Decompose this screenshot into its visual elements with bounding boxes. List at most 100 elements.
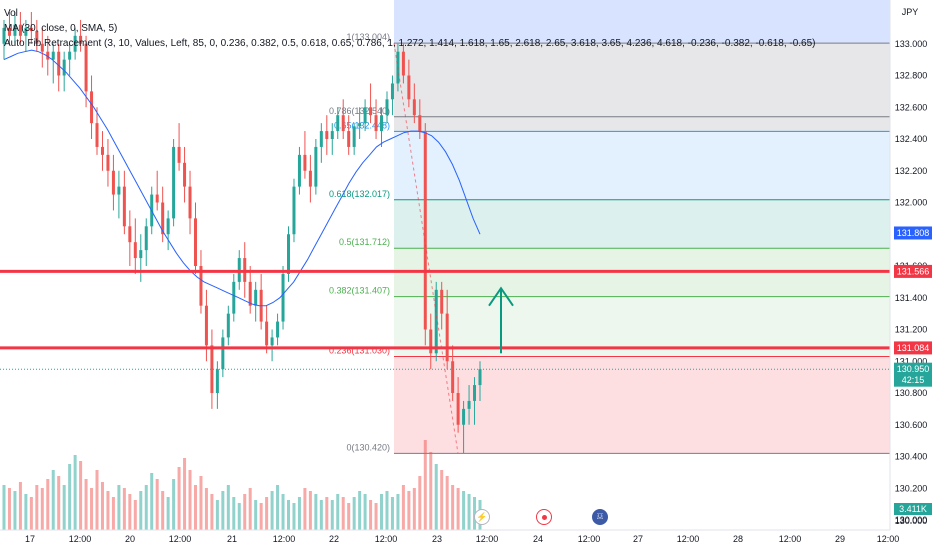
candle	[2, 27, 6, 44]
candle	[161, 202, 165, 235]
candle	[183, 162, 187, 187]
volume-bar	[68, 464, 72, 530]
x-tick-label: 12:00	[169, 534, 192, 544]
volume-bar	[363, 494, 367, 530]
candle	[221, 337, 225, 370]
volume-bar	[199, 476, 203, 530]
candle	[29, 27, 33, 32]
candle	[374, 115, 378, 132]
x-tick-label: 29	[835, 534, 845, 544]
volume-bar	[188, 470, 192, 530]
volume-bar	[423, 440, 427, 530]
price-badge	[894, 226, 932, 240]
y-tick-label: 130.000	[895, 516, 928, 526]
x-tick-label: 28	[733, 534, 743, 544]
volume-bar	[150, 473, 154, 530]
candle	[155, 194, 159, 203]
candle	[199, 266, 203, 306]
candle	[133, 242, 137, 259]
y-tick-label: 133.000	[895, 39, 928, 49]
price-badge-label: 131.808	[897, 228, 930, 238]
event-icon[interactable]	[536, 509, 552, 525]
x-tick-label: 12:00	[476, 534, 499, 544]
candle	[13, 24, 17, 36]
volume-bar	[221, 491, 225, 530]
x-tick-label: 27	[633, 534, 643, 544]
ma-line	[3, 49, 481, 307]
candle	[303, 154, 307, 171]
time-axis[interactable]	[0, 530, 932, 550]
volume-bar	[183, 458, 187, 530]
candle	[188, 186, 192, 219]
volume-bar	[330, 500, 334, 530]
candle	[172, 146, 176, 219]
candle	[73, 35, 77, 52]
volume-bar	[111, 497, 115, 530]
volume-bar	[51, 470, 55, 530]
candle	[341, 115, 345, 132]
volume-bar	[73, 455, 77, 530]
chart-legend: Vol MA (30, close, 0, SMA, 5) Auto Fib R…	[4, 6, 816, 51]
x-tick-label: 12:00	[578, 534, 601, 544]
volume-bar	[177, 467, 181, 530]
x-tick-label: 20	[125, 534, 135, 544]
y-tick-label: 132.000	[895, 198, 928, 208]
volume-bar	[434, 464, 438, 530]
candle	[177, 146, 181, 163]
candle	[352, 126, 356, 147]
volume-bar	[352, 497, 356, 530]
x-tick-label: 17	[25, 534, 35, 544]
candle	[407, 75, 411, 100]
volume-bar	[292, 503, 296, 530]
lightning-icon[interactable]: ⚡	[474, 509, 490, 525]
volume-bar	[314, 494, 318, 530]
volume-bar	[226, 485, 230, 530]
candle	[358, 123, 362, 127]
y-tick-label: 132.400	[895, 134, 928, 144]
candle	[232, 281, 236, 314]
candle	[215, 369, 219, 393]
fib-legend: Auto Fib Retracement (3, 10, Values, Lef…	[4, 38, 816, 49]
volume-bar	[287, 500, 291, 530]
fib-zone	[394, 43, 890, 132]
volume-bar	[440, 470, 444, 530]
volume-bar	[57, 476, 61, 530]
volume-badge-label: 3.411K	[899, 504, 927, 514]
volume-bar	[319, 500, 323, 530]
y-tick-label: 132.600	[895, 102, 928, 112]
candle	[193, 218, 197, 266]
candle	[226, 313, 230, 338]
volume-bar	[407, 491, 411, 530]
volume-bar	[462, 491, 466, 530]
candle	[281, 273, 285, 322]
price-badge-label: 131.084	[897, 343, 930, 353]
candle	[456, 393, 460, 425]
candle	[265, 321, 269, 346]
x-tick-label: 12:00	[69, 534, 92, 544]
candle	[95, 123, 99, 147]
volume-bar	[281, 494, 285, 530]
candle	[440, 289, 444, 314]
candle	[423, 131, 427, 330]
y-tick-label: 130.600	[895, 420, 928, 430]
volume-bar	[46, 479, 50, 530]
candle	[451, 361, 455, 393]
y-tick-label: 130.400	[895, 452, 928, 462]
candle	[276, 321, 280, 338]
volume-bar	[144, 485, 148, 530]
up-arrow-head[interactable]	[488, 286, 514, 307]
candle	[434, 289, 438, 354]
candle	[336, 115, 340, 132]
y-tick-label: 132.800	[895, 71, 928, 81]
us-flag-icon[interactable]: 🇺	[592, 509, 608, 525]
volume-bar	[128, 494, 132, 530]
candle	[330, 131, 334, 139]
volume-bar	[341, 497, 345, 530]
y-tick-label: 131.200	[895, 325, 928, 335]
x-tick-label: 21	[227, 534, 237, 544]
volume-bar	[7, 488, 11, 530]
volume-bar	[456, 488, 460, 530]
candle	[308, 170, 312, 187]
